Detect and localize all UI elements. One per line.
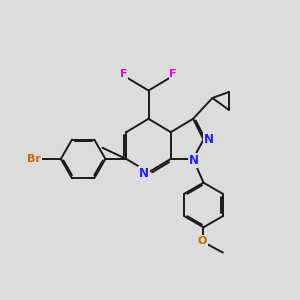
- Text: F: F: [120, 69, 127, 79]
- Text: F: F: [169, 69, 177, 79]
- Text: N: N: [139, 167, 149, 180]
- Text: N: N: [189, 154, 199, 167]
- Text: Br: Br: [27, 154, 41, 164]
- Text: N: N: [204, 133, 214, 146]
- Text: O: O: [197, 236, 207, 246]
